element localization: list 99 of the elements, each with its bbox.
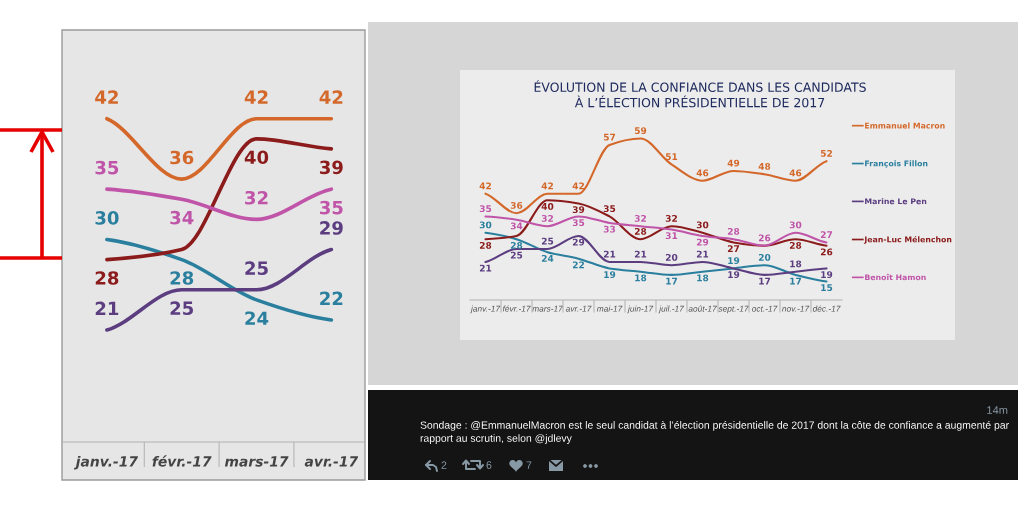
data-label: 21 xyxy=(696,250,709,258)
data-label: 40 xyxy=(244,150,269,165)
data-label: 18 xyxy=(635,274,647,282)
x-tick-label: juil.-17 xyxy=(658,305,685,314)
data-label: 51 xyxy=(665,153,678,161)
data-label: 29 xyxy=(320,221,343,235)
data-label: 32 xyxy=(634,214,646,222)
chart-title: ÉVOLUTION DE LA CONFIANCE DANS LES CANDIDATS À L’ÉLECTION PRÉSIDENTIELLE DE 2017 xyxy=(534,80,866,108)
text: 2 xyxy=(441,461,447,469)
data-label: 28 xyxy=(170,271,194,285)
x-tick-label: nov.-17 xyxy=(782,305,810,312)
x-tick-label: mai-17 xyxy=(596,305,623,312)
data-label: 32 xyxy=(245,190,268,205)
text: 14m xyxy=(987,406,1008,414)
data-label: 21 xyxy=(95,301,119,315)
data-label: 19 xyxy=(728,271,740,279)
data-label: 20 xyxy=(758,253,771,261)
data-label: 27 xyxy=(727,245,740,252)
data-label: 46 xyxy=(789,169,802,177)
data-label: 30 xyxy=(95,211,119,225)
data-label: 19 xyxy=(728,257,740,265)
data-label: 21 xyxy=(603,250,616,258)
data-label: 35 xyxy=(572,219,585,227)
data-label: 35 xyxy=(319,200,343,215)
x-tick-label: févr.-17 xyxy=(152,455,212,467)
data-label: 39 xyxy=(319,160,343,175)
data-label: 24 xyxy=(541,254,554,262)
data-label: 24 xyxy=(245,311,269,325)
data-label: 34 xyxy=(170,210,194,225)
data-label: 21 xyxy=(479,264,492,272)
data-label: 35 xyxy=(95,160,119,175)
data-label: 21 xyxy=(634,250,647,258)
data-label: 28 xyxy=(479,241,492,249)
data-label: 57 xyxy=(603,133,616,141)
data-label: 27 xyxy=(820,231,833,238)
data-label: 17 xyxy=(666,277,678,285)
data-label: 31 xyxy=(665,232,678,240)
data-label: 29 xyxy=(696,238,709,246)
data-label: 28 xyxy=(95,271,119,285)
x-tick-label: mars-17 xyxy=(224,456,289,467)
data-label: 52 xyxy=(820,149,832,157)
data-label: 40 xyxy=(541,202,554,210)
data-label: 33 xyxy=(603,225,616,233)
data-label: 26 xyxy=(758,234,771,242)
data-label: 26 xyxy=(820,248,833,256)
x-tick-label: oct.-17 xyxy=(752,305,778,312)
x-tick-label: déc.-17 xyxy=(812,305,841,312)
data-label: 49 xyxy=(727,159,740,167)
data-label: 17 xyxy=(759,277,771,285)
data-label: 28 xyxy=(789,241,802,249)
data-label: 20 xyxy=(665,253,678,261)
data-label: 42 xyxy=(479,182,491,190)
data-label: 28 xyxy=(510,241,523,249)
x-tick-label: avr.-17 xyxy=(565,305,592,312)
x-tick-label: juin-17 xyxy=(627,305,654,314)
data-label: 28 xyxy=(634,227,647,235)
data-label: 19 xyxy=(604,271,616,279)
data-label: 30 xyxy=(696,221,709,229)
data-label: 25 xyxy=(541,237,554,245)
x-tick-label: sept.-17 xyxy=(718,305,749,314)
data-label: 25 xyxy=(510,251,523,259)
text: 7 xyxy=(526,461,532,469)
data-label: 42 xyxy=(244,90,268,104)
data-label: 29 xyxy=(572,238,585,246)
text: 6 xyxy=(486,461,492,469)
data-label: 36 xyxy=(510,201,523,209)
data-label: 25 xyxy=(170,301,194,316)
x-tick-label: janv.-17 xyxy=(73,455,139,470)
data-label: 36 xyxy=(170,150,194,165)
data-label: 22 xyxy=(320,291,343,305)
data-label: 35 xyxy=(603,205,616,213)
data-label: 15 xyxy=(821,284,833,292)
data-label: 22 xyxy=(572,261,584,269)
data-label: 42 xyxy=(95,90,118,104)
x-tick-label: août-17 xyxy=(688,305,717,312)
data-label: 42 xyxy=(319,90,343,104)
data-label: 28 xyxy=(727,227,740,235)
x-tick-label: avr.-17 xyxy=(304,456,359,467)
data-label: 19 xyxy=(821,271,833,279)
x-tick-label: janv.-17 xyxy=(470,305,501,314)
data-label: 32 xyxy=(665,214,677,222)
data-label: 30 xyxy=(479,221,492,229)
text: Sondage : @EmmanuelMacron est le seul candidat à l’élection présidentielle de 2017 dont la côte de confiance a augmenté par rapport au scrutin, selon @jdlevy xyxy=(420,421,1009,444)
data-label: 42 xyxy=(572,182,584,190)
data-label: 42 xyxy=(541,182,553,190)
data-label: 48 xyxy=(758,162,771,170)
data-label: 18 xyxy=(790,260,802,268)
x-tick-label: mars-17 xyxy=(532,305,564,312)
data-label: 18 xyxy=(697,274,709,282)
data-label: 25 xyxy=(245,261,268,276)
data-label: 46 xyxy=(696,169,709,177)
data-label: 35 xyxy=(479,205,492,213)
data-label: 59 xyxy=(634,127,647,135)
data-label: 32 xyxy=(541,214,553,222)
data-label: 17 xyxy=(790,277,802,285)
x-tick-label: févr.-17 xyxy=(502,305,531,312)
data-label: 30 xyxy=(789,221,802,229)
data-label: 34 xyxy=(510,222,523,230)
data-label: 39 xyxy=(572,206,585,214)
